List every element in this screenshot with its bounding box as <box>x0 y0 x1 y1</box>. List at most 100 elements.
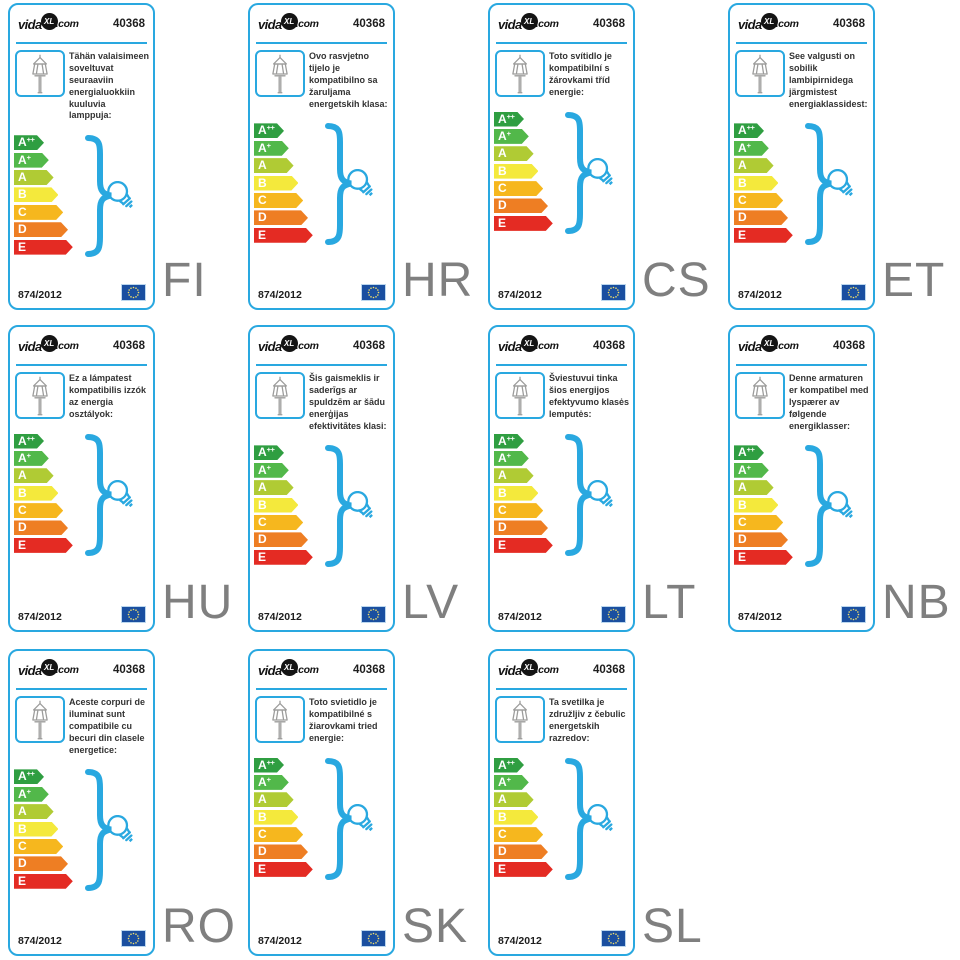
vidaxl-logo: vida XL .com <box>258 658 319 678</box>
energy-arrow-a: A <box>254 480 294 495</box>
energy-class-label: E <box>258 861 267 876</box>
eu-flag-icon <box>841 606 866 623</box>
energy-class-label: A <box>498 146 507 161</box>
brand-xl-text: XL <box>44 662 55 672</box>
energy-label-card: vida XL .com 40368 <box>8 325 155 632</box>
light-bulb-icon <box>107 181 133 209</box>
brand-suffix: .com <box>295 664 319 676</box>
energy-arrow-aplusplus: A++ <box>734 445 764 460</box>
energy-class-label: B <box>498 163 507 178</box>
light-bulb-icon <box>587 803 613 831</box>
light-bulb-icon <box>347 491 373 519</box>
curly-brace-icon <box>85 135 112 258</box>
regulation-number: 874/2012 <box>18 289 62 301</box>
energy-class-label: E <box>258 549 267 564</box>
label-cell: vida XL .com 40368 <box>240 646 480 960</box>
label-cell: vida XL .com 40368 <box>720 322 960 646</box>
energy-class-superscript: ++ <box>506 111 515 121</box>
energy-class-label: C <box>738 192 747 207</box>
energy-class-label: A <box>498 468 507 483</box>
energy-class-label: A <box>738 480 747 495</box>
energy-arrow-e: E <box>494 216 553 231</box>
regulation-number: 874/2012 <box>498 289 542 301</box>
card-header: vida XL .com 40368 <box>10 5 153 34</box>
energy-arrow-e: E <box>254 550 313 565</box>
header-divider <box>256 688 387 690</box>
energy-class-label: C <box>738 514 747 529</box>
description-text: Tähän valaisimeen soveltuvat seuraaviin … <box>69 51 150 121</box>
energy-arrow-b: B <box>254 176 298 191</box>
description-text: Aceste corpuri de iluminat sunt compatib… <box>69 697 146 755</box>
energy-arrow-d: D <box>254 844 308 859</box>
energy-class-label: D <box>498 844 507 859</box>
energy-class-label: D <box>498 520 507 535</box>
energy-class-label: D <box>258 532 267 547</box>
brand-xl-text: XL <box>284 16 295 26</box>
energy-class-label: A <box>738 445 747 460</box>
vidaxl-logo: vida XL .com <box>258 12 319 32</box>
light-bulb-icon <box>347 169 373 197</box>
brand-xl-badge-icon: XL <box>280 658 298 676</box>
energy-class-label: A <box>498 757 507 772</box>
energy-arrow-c: C <box>734 193 783 208</box>
energy-class-label: A <box>738 140 747 155</box>
brand-suffix: .com <box>775 340 799 352</box>
energy-class-label: E <box>738 227 747 242</box>
brand-xl-badge-icon: XL <box>520 658 538 676</box>
energy-arrow-d: D <box>254 532 308 547</box>
energy-class-label: A <box>258 480 267 495</box>
card-footer: 874/2012 <box>250 930 393 954</box>
product-number: 40368 <box>113 340 145 352</box>
energy-class-label: B <box>258 175 267 190</box>
energy-arrow-a: A <box>254 792 294 807</box>
energy-label-card: vida XL .com 40368 <box>728 3 875 310</box>
brand-prefix: vida <box>738 338 762 354</box>
label-cell: vida XL .com 40368 <box>480 646 720 960</box>
header-divider <box>496 688 627 690</box>
energy-class-label: A <box>18 170 27 185</box>
label-cell: vida XL .com 40368 <box>0 322 240 646</box>
energy-class-label: A <box>18 433 27 448</box>
energy-arrow-a: A <box>254 158 294 173</box>
brand-prefix: vida <box>258 338 282 354</box>
description-row: Šis gaismeklis ir saderīgs ar spuldzēm a… <box>255 372 390 432</box>
energy-arrow-c: C <box>254 193 303 208</box>
energy-arrow-aplus: A+ <box>734 463 769 478</box>
energy-class-superscript: ++ <box>26 769 35 779</box>
light-bulb-icon <box>827 491 853 519</box>
description-text: Toto svítidlo je kompatibilní s žárovkam… <box>549 51 612 97</box>
energy-arrow-e: E <box>14 240 73 255</box>
curly-brace-icon <box>85 433 112 556</box>
energy-arrow-b: B <box>254 498 298 513</box>
energy-class-superscript: + <box>26 152 31 162</box>
energy-arrow-aplus: A+ <box>494 775 529 790</box>
energy-arrow-e: E <box>494 538 553 553</box>
brand-suffix: .com <box>535 664 559 676</box>
energy-class-label: D <box>18 856 27 871</box>
energy-arrow-aplusplus: A++ <box>494 758 524 773</box>
energy-class-label: A <box>498 111 507 126</box>
energy-class-superscript: ++ <box>26 433 35 443</box>
energy-class-superscript: + <box>746 462 751 472</box>
vidaxl-logo: vida XL .com <box>18 658 79 678</box>
energy-arrow-c: C <box>254 827 303 842</box>
energy-arrow-d: D <box>254 210 308 225</box>
card-header: vida XL .com 40368 <box>490 651 633 680</box>
energy-class-label: A <box>258 757 267 772</box>
light-bulb-icon <box>347 803 373 831</box>
header-divider <box>256 42 387 44</box>
energy-arrows: A++ A+ A B C D E <box>14 434 153 553</box>
brand-prefix: vida <box>498 338 522 354</box>
description-text: Šis gaismeklis ir saderīgs ar spuldzēm a… <box>309 373 387 431</box>
light-bulb-icon <box>107 815 133 843</box>
energy-arrows: A++ A+ A B C D E <box>14 769 153 888</box>
energy-class-superscript: ++ <box>26 135 35 145</box>
brand-xl-text: XL <box>524 16 535 26</box>
language-code: ET <box>882 254 946 307</box>
energy-arrow-d: D <box>494 520 548 535</box>
energy-arrow-d: D <box>14 856 68 871</box>
brand-suffix: .com <box>295 18 319 30</box>
vidaxl-logo: vida XL .com <box>498 658 559 678</box>
energy-arrows: A++ A+ A B C D E <box>254 123 393 242</box>
energy-label-card: vida XL .com 40368 <box>248 3 395 310</box>
